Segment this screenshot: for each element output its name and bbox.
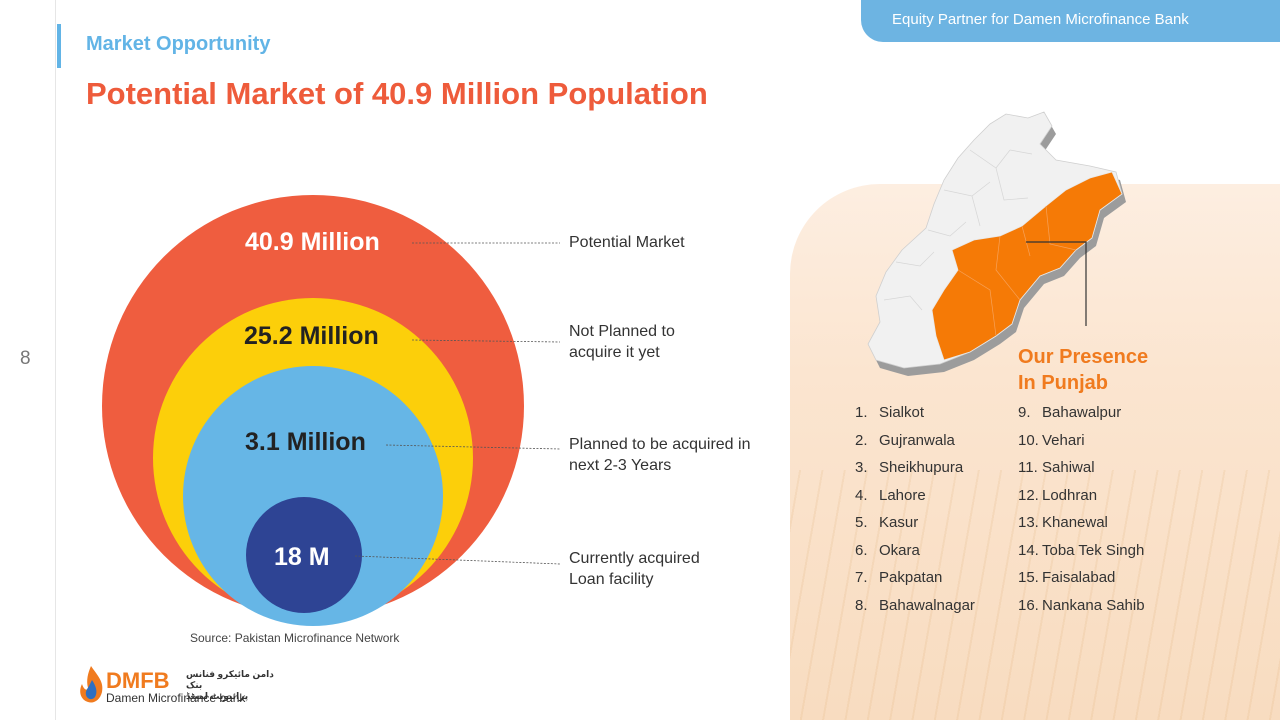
city-list-left: 1. Sialkot 2. Gujranwala 3. Sheikhupura 4. L… (855, 404, 975, 624)
presence-title-line2: In Punjab (1018, 372, 1108, 394)
desc-planned: Planned to be acquired in next 2-3 Years (569, 436, 751, 474)
sidebar-divider (55, 0, 56, 720)
list-item: 10. Vehari (1018, 431, 1085, 449)
top-banner: Equity Partner for Damen Microfinance Ba… (861, 0, 1280, 42)
leader-line (385, 444, 561, 450)
list-item: 16. Nankana Sahib (1018, 596, 1145, 614)
district-borders (883, 149, 1033, 311)
list-item: 8. Bahawalnagar (855, 596, 975, 614)
presence-title: Our Presence In Punjab (1018, 344, 1148, 396)
leader-lines (354, 242, 561, 565)
presence-region (931, 171, 1123, 361)
logo-abbr: DMFB (106, 668, 170, 693)
desc-potential-market: Potential Market (569, 234, 685, 251)
desc-not-planned: Not Planned to acquire it yet (569, 323, 675, 361)
list-item: 6. Okara (855, 541, 920, 559)
desc-acquired: Currently acquired Loan facility (569, 550, 700, 588)
dmfb-logo: DMFB دامن مائیکرو فنانس بنک پرائیویٹ لمی… (76, 664, 276, 708)
wheat-field-background (790, 470, 1280, 720)
list-item: 12. Lodhran (1018, 486, 1098, 504)
list-item: 13. Khanewal (1018, 514, 1108, 531)
city-list-right: 9. Bahawalpur 10. Vehari 11. Sahiwal 12. Lod… (1018, 404, 1145, 624)
pointer-line (1026, 241, 1087, 326)
list-item: 11. Sahiwal (1018, 459, 1095, 476)
source-note: Source: Pakistan Microfinance Network (190, 631, 400, 645)
value-acquired: 18 M (274, 543, 330, 571)
list-item: 4. Lahore (855, 486, 926, 504)
flame-icon (80, 666, 103, 703)
accent-bar (57, 24, 61, 68)
value-potential-market: 40.9 Million (245, 228, 380, 256)
list-item: 14. Toba Tek Singh (1018, 541, 1145, 559)
list-item: 9. Bahawalpur (1018, 404, 1122, 421)
list-item: 3. Sheikhupura (855, 459, 964, 476)
list-item: 1. Sialkot (855, 404, 925, 421)
list-item: 15. Faisalabad (1018, 569, 1116, 586)
page-title: Potential Market of 40.9 Million Populat… (86, 76, 708, 111)
logo-urdu: دامن مائیکرو فنانس بنک پرائیویٹ لمیٹڈ (186, 669, 274, 701)
circle-acquired (246, 497, 362, 613)
leader-line (411, 339, 561, 343)
punjab-map (867, 111, 1126, 376)
list-item: 7. Pakpatan (855, 569, 943, 586)
leader-line (354, 555, 561, 565)
value-planned: 3.1 Million (245, 428, 366, 456)
list-item: 5. Kasur (855, 514, 919, 531)
list-item: 2. Gujranwala (855, 431, 955, 449)
section-label: Market Opportunity (86, 33, 271, 55)
page-number: 8 (20, 348, 31, 369)
presence-title-line1: Our Presence (1018, 346, 1149, 368)
value-not-planned: 25.2 Million (244, 322, 379, 350)
logo-name: Damen Microfinance bank (106, 691, 246, 705)
